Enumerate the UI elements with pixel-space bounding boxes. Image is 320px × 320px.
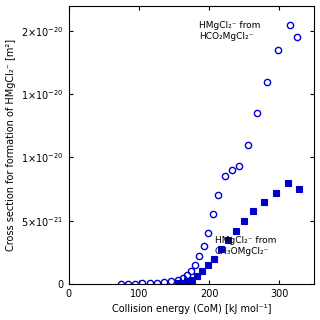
X-axis label: Collision energy (CoM) [kJ mol⁻¹]: Collision energy (CoM) [kJ mol⁻¹] (112, 304, 271, 315)
Text: HMgCl₂⁻ from
HCO₂MgCl₂⁻: HMgCl₂⁻ from HCO₂MgCl₂⁻ (199, 21, 260, 41)
Text: HMgCl₂⁻ from
CH₃OMgCl₂⁻: HMgCl₂⁻ from CH₃OMgCl₂⁻ (215, 236, 276, 256)
Y-axis label: Cross section for formation of HMgCl₂⁻ [m²]: Cross section for formation of HMgCl₂⁻ [… (5, 39, 16, 251)
